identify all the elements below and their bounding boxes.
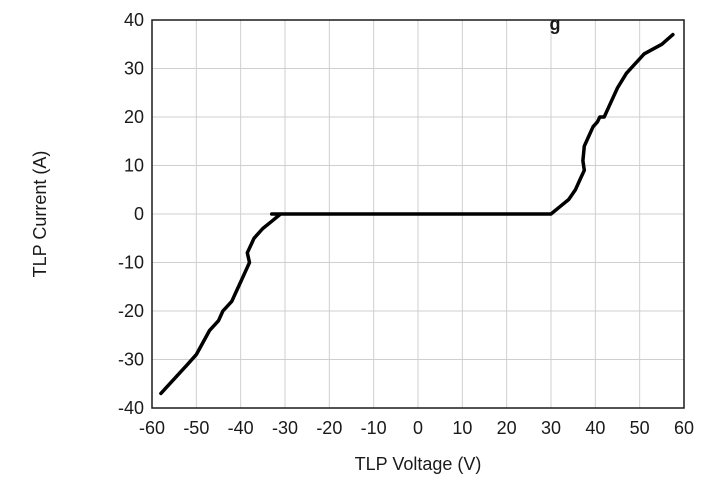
x-axis-ticks: -60 -50 -40 -30 -20 -10 0 10 20 30 40 50 60 — [139, 418, 694, 438]
y-tick-label: 20 — [124, 107, 144, 127]
y-tick-label: 30 — [124, 59, 144, 79]
y-tick-label: 10 — [124, 156, 144, 176]
x-tick-label: -50 — [183, 418, 209, 438]
x-tick-label: -10 — [361, 418, 387, 438]
y-tick-label: 0 — [134, 204, 144, 224]
y-tick-label: 40 — [124, 10, 144, 30]
y-tick-label: -30 — [118, 350, 144, 370]
x-tick-label: 60 — [674, 418, 694, 438]
x-tick-label: -30 — [272, 418, 298, 438]
y-tick-label: -20 — [118, 301, 144, 321]
plot-frame — [151, 19, 685, 409]
y-tick-label: -10 — [118, 253, 144, 273]
y-axis-label: TLP Current (A) — [30, 151, 50, 278]
x-axis-label: TLP Voltage (V) — [355, 454, 482, 474]
x-tick-label: 10 — [452, 418, 472, 438]
x-tick-label: 20 — [497, 418, 517, 438]
y-tick-label: -40 — [118, 398, 144, 418]
x-tick-label: 0 — [413, 418, 423, 438]
chart-title: g — [550, 14, 561, 34]
x-tick-label: 40 — [585, 418, 605, 438]
series-line — [159, 32, 675, 396]
x-tick-label: 30 — [541, 418, 561, 438]
x-tick-label: -20 — [316, 418, 342, 438]
x-tick-label: -60 — [139, 418, 165, 438]
data-series — [159, 32, 675, 396]
x-tick-label: 50 — [630, 418, 650, 438]
y-axis-ticks: -40 -30 -20 -10 0 10 20 30 40 — [118, 10, 144, 418]
x-tick-label: -40 — [228, 418, 254, 438]
